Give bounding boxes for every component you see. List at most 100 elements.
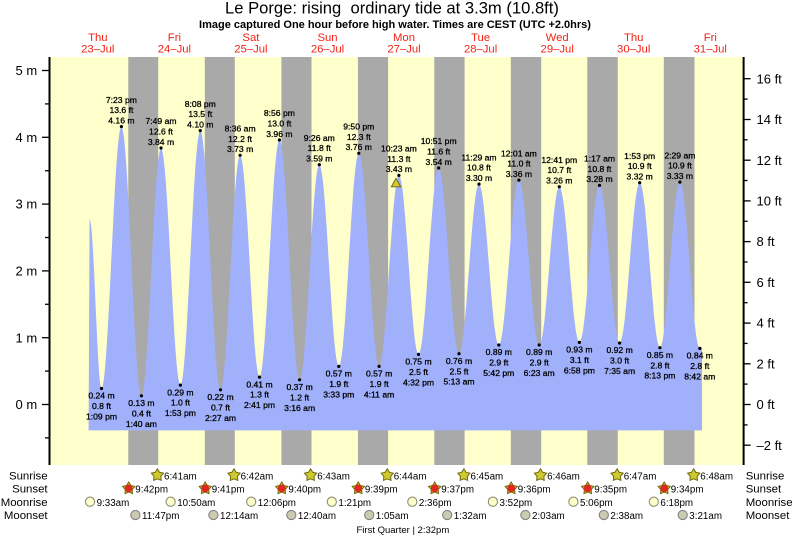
svg-text:0 ft: 0 ft (757, 397, 775, 412)
svg-text:2:27 am: 2:27 am (205, 413, 236, 423)
svg-text:4.10 m: 4.10 m (187, 119, 213, 129)
svg-text:26–Jul: 26–Jul (311, 43, 344, 55)
svg-text:Moonrise: Moonrise (746, 497, 793, 509)
svg-text:8:42 am: 8:42 am (684, 371, 715, 381)
svg-text:8:56 pm: 8:56 pm (264, 108, 295, 118)
svg-text:0.37 m: 0.37 m (286, 382, 312, 392)
svg-text:2 ft: 2 ft (757, 356, 775, 371)
svg-text:2:38am: 2:38am (610, 511, 643, 522)
svg-text:6:47am: 6:47am (624, 471, 657, 482)
svg-text:11.8 ft: 11.8 ft (308, 143, 332, 153)
svg-text:6:58 pm: 6:58 pm (564, 365, 595, 375)
svg-text:1.9 ft: 1.9 ft (370, 379, 390, 389)
svg-text:2.5 ft: 2.5 ft (449, 366, 469, 376)
svg-text:8:08 pm: 8:08 pm (185, 99, 216, 109)
svg-text:3.30 m: 3.30 m (466, 173, 492, 183)
svg-text:9:33am: 9:33am (97, 498, 130, 509)
svg-text:1.2 ft: 1.2 ft (290, 392, 310, 402)
svg-text:9:50 pm: 9:50 pm (343, 122, 374, 132)
svg-text:13.6 ft: 13.6 ft (109, 105, 134, 115)
svg-text:1:17 am: 1:17 am (584, 154, 615, 164)
svg-text:12.2 ft: 12.2 ft (228, 134, 253, 144)
svg-text:3.43 m: 3.43 m (386, 164, 412, 174)
svg-text:8:36 am: 8:36 am (225, 124, 256, 134)
svg-text:29–Jul: 29–Jul (541, 43, 574, 55)
svg-text:1:53 pm: 1:53 pm (165, 408, 196, 418)
svg-text:0.84 m: 0.84 m (687, 351, 713, 361)
svg-text:3.32 m: 3.32 m (627, 172, 653, 182)
svg-text:9:26 am: 9:26 am (304, 133, 335, 143)
svg-text:13.0 ft: 13.0 ft (267, 119, 292, 129)
svg-text:5 m: 5 m (16, 63, 38, 78)
svg-text:2.9 ft: 2.9 ft (489, 358, 509, 368)
svg-text:0.4 ft: 0.4 ft (132, 408, 152, 418)
svg-text:11.6 ft: 11.6 ft (427, 147, 451, 157)
svg-text:1:21pm: 1:21pm (338, 498, 371, 509)
svg-text:3.26 m: 3.26 m (546, 176, 572, 186)
svg-text:3.0 ft: 3.0 ft (610, 356, 630, 366)
svg-text:9:36pm: 9:36pm (518, 485, 551, 496)
svg-text:Sun: Sun (317, 32, 337, 44)
svg-text:12.3 ft: 12.3 ft (347, 132, 372, 142)
svg-text:Sunset: Sunset (12, 484, 48, 496)
svg-text:3.73 m: 3.73 m (227, 144, 253, 154)
svg-text:0.76 m: 0.76 m (446, 356, 472, 366)
svg-text:28–Jul: 28–Jul (464, 43, 497, 55)
svg-text:8:13 pm: 8:13 pm (644, 371, 675, 381)
svg-text:3.84 m: 3.84 m (148, 137, 174, 147)
svg-text:5:13 am: 5:13 am (443, 377, 474, 387)
svg-text:Fri: Fri (168, 32, 181, 44)
svg-text:31–Jul: 31–Jul (694, 43, 727, 55)
svg-text:10:23 am: 10:23 am (381, 144, 417, 154)
svg-text:9:41pm: 9:41pm (212, 485, 245, 496)
svg-text:3 m: 3 m (16, 197, 38, 212)
svg-text:6:41am: 6:41am (164, 471, 197, 482)
svg-text:9:39pm: 9:39pm (365, 485, 398, 496)
svg-text:First Quarter | 2:32pm: First Quarter | 2:32pm (357, 525, 450, 536)
svg-text:1 m: 1 m (16, 330, 38, 345)
svg-text:16 ft: 16 ft (757, 71, 783, 86)
svg-text:Moonrise: Moonrise (1, 497, 48, 509)
svg-text:12:41 pm: 12:41 pm (541, 155, 577, 165)
svg-text:10.9 ft: 10.9 ft (628, 161, 653, 171)
svg-text:Wed: Wed (546, 32, 569, 44)
svg-text:Sat: Sat (242, 32, 260, 44)
svg-text:–2 ft: –2 ft (757, 438, 783, 453)
svg-text:1.3 ft: 1.3 ft (250, 390, 270, 400)
svg-text:1:32am: 1:32am (454, 511, 487, 522)
svg-text:24–Jul: 24–Jul (158, 43, 191, 55)
svg-text:3:52pm: 3:52pm (500, 498, 533, 509)
svg-text:4.16 m: 4.16 m (108, 115, 134, 125)
svg-text:2.9 ft: 2.9 ft (530, 358, 550, 368)
svg-text:5:06pm: 5:06pm (580, 498, 613, 509)
svg-text:3.76 m: 3.76 m (346, 142, 372, 152)
svg-text:3:16 am: 3:16 am (284, 403, 315, 413)
svg-text:Thu: Thu (624, 32, 643, 44)
svg-text:1:40 am: 1:40 am (126, 419, 157, 429)
svg-text:11:29 am: 11:29 am (461, 152, 496, 162)
svg-text:6:48am: 6:48am (700, 471, 733, 482)
svg-text:7:23 pm: 7:23 pm (106, 95, 137, 105)
svg-text:0.75 m: 0.75 m (405, 357, 431, 367)
svg-text:25–Jul: 25–Jul (234, 43, 267, 55)
svg-text:2.5 ft: 2.5 ft (409, 367, 429, 377)
svg-text:12:06pm: 12:06pm (258, 498, 296, 509)
svg-text:Sunset: Sunset (746, 484, 782, 496)
svg-text:0.57 m: 0.57 m (326, 369, 352, 379)
svg-text:10 ft: 10 ft (757, 194, 783, 209)
svg-text:Thu: Thu (88, 32, 107, 44)
svg-text:Moonset: Moonset (746, 510, 791, 522)
svg-text:4 ft: 4 ft (757, 316, 775, 331)
svg-text:Sunrise: Sunrise (746, 470, 785, 482)
svg-text:3.33 m: 3.33 m (667, 171, 693, 181)
svg-text:0.85 m: 0.85 m (647, 350, 673, 360)
svg-text:Fri: Fri (704, 32, 717, 44)
svg-text:3:21am: 3:21am (689, 511, 722, 522)
svg-text:2.8 ft: 2.8 ft (690, 361, 710, 371)
svg-text:9:35pm: 9:35pm (594, 485, 627, 496)
svg-text:0.92 m: 0.92 m (606, 345, 632, 355)
svg-text:3.28 m: 3.28 m (586, 174, 612, 184)
svg-text:27–Jul: 27–Jul (387, 43, 420, 55)
svg-text:3.96 m: 3.96 m (266, 129, 292, 139)
svg-text:1.0 ft: 1.0 ft (171, 398, 191, 408)
